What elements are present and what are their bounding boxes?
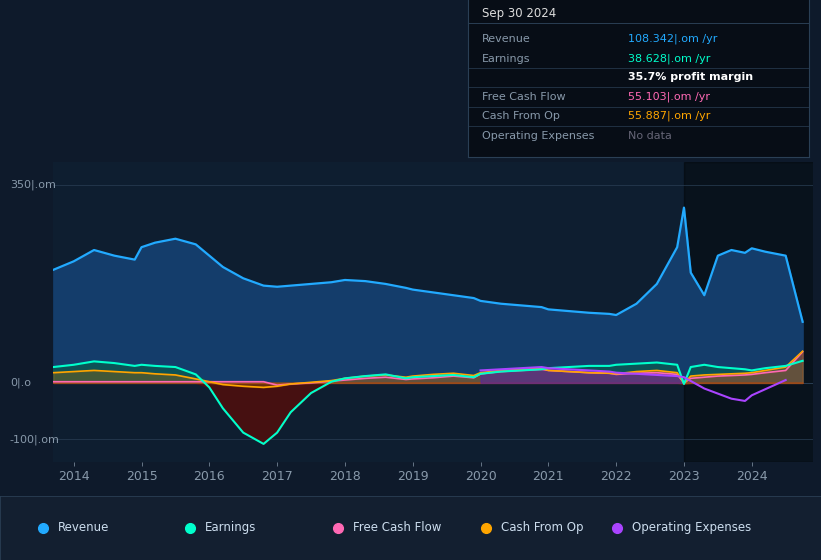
Text: No data: No data xyxy=(628,131,672,141)
Text: Earnings: Earnings xyxy=(482,54,530,64)
Text: Cash From Op: Cash From Op xyxy=(501,521,583,534)
Text: Operating Expenses: Operating Expenses xyxy=(482,131,594,141)
Text: 350|.om: 350|.om xyxy=(10,180,56,190)
Text: Revenue: Revenue xyxy=(482,34,530,44)
Text: Operating Expenses: Operating Expenses xyxy=(632,521,751,534)
Text: Free Cash Flow: Free Cash Flow xyxy=(482,92,565,102)
Text: Sep 30 2024: Sep 30 2024 xyxy=(482,7,556,20)
Text: Free Cash Flow: Free Cash Flow xyxy=(353,521,442,534)
Text: -100|.om: -100|.om xyxy=(10,434,60,445)
Text: 35.7% profit margin: 35.7% profit margin xyxy=(628,72,753,82)
Text: 55.103|.om /yr: 55.103|.om /yr xyxy=(628,92,710,102)
Text: 38.628|.om /yr: 38.628|.om /yr xyxy=(628,53,710,64)
Text: 55.887|.om /yr: 55.887|.om /yr xyxy=(628,111,710,122)
Text: Cash From Op: Cash From Op xyxy=(482,111,559,121)
Text: 108.342|.om /yr: 108.342|.om /yr xyxy=(628,34,718,44)
Bar xyxy=(684,162,821,462)
Text: Earnings: Earnings xyxy=(205,521,257,534)
Text: Revenue: Revenue xyxy=(57,521,109,534)
Text: 0|.o: 0|.o xyxy=(10,377,31,388)
